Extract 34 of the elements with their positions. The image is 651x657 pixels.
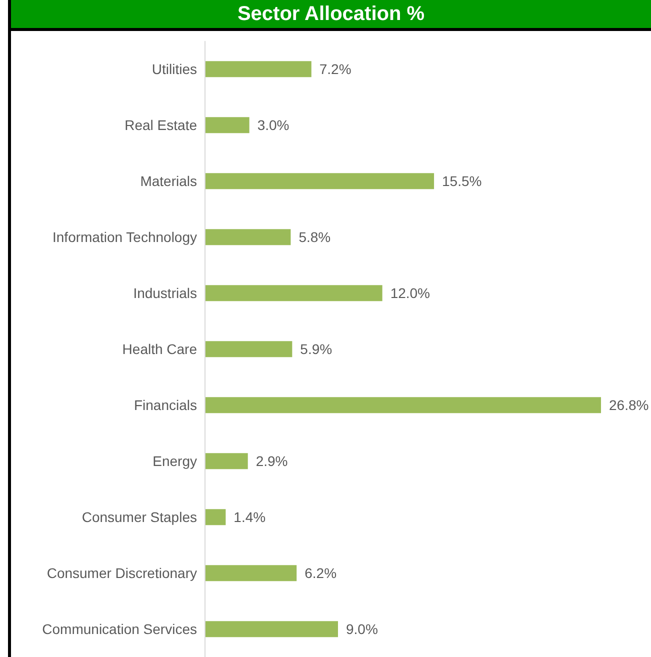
y-tick-label: Consumer Discretionary [46, 564, 197, 581]
bar [205, 621, 338, 638]
bar [205, 565, 297, 582]
y-tick-label: Information Technology [52, 228, 197, 245]
data-label: 2.9% [256, 453, 288, 470]
y-tick-label: Real Estate [124, 116, 198, 133]
bar [205, 453, 248, 470]
y-tick-label: Communication Services [42, 620, 197, 637]
bar [205, 229, 291, 246]
data-label: 5.9% [300, 341, 332, 358]
data-label: 9.0% [346, 621, 378, 638]
data-label: 12.0% [390, 285, 430, 302]
y-tick-label: Financials [134, 396, 197, 413]
chart-title: Sector Allocation % [11, 0, 651, 31]
data-label: 15.5% [442, 173, 482, 190]
bar [205, 61, 312, 78]
data-label: 5.8% [298, 229, 331, 246]
y-tick-label: Materials [140, 172, 197, 189]
y-tick-label: Consumer Staples [82, 508, 197, 525]
y-tick-label: Health Care [122, 340, 198, 357]
y-tick-label: Utilities [152, 60, 197, 77]
bar [205, 509, 226, 526]
bar [205, 117, 250, 134]
bar [205, 341, 292, 358]
bar [205, 285, 382, 302]
data-label: 7.2% [319, 61, 352, 78]
data-label: 26.8% [609, 397, 649, 414]
data-label: 6.2% [304, 565, 337, 582]
y-tick-label: Industrials [133, 284, 197, 301]
bar [205, 397, 601, 414]
y-tick-label: Energy [152, 452, 197, 469]
data-label: 3.0% [257, 117, 290, 134]
data-label: 1.4% [234, 509, 266, 526]
bar [205, 173, 434, 190]
